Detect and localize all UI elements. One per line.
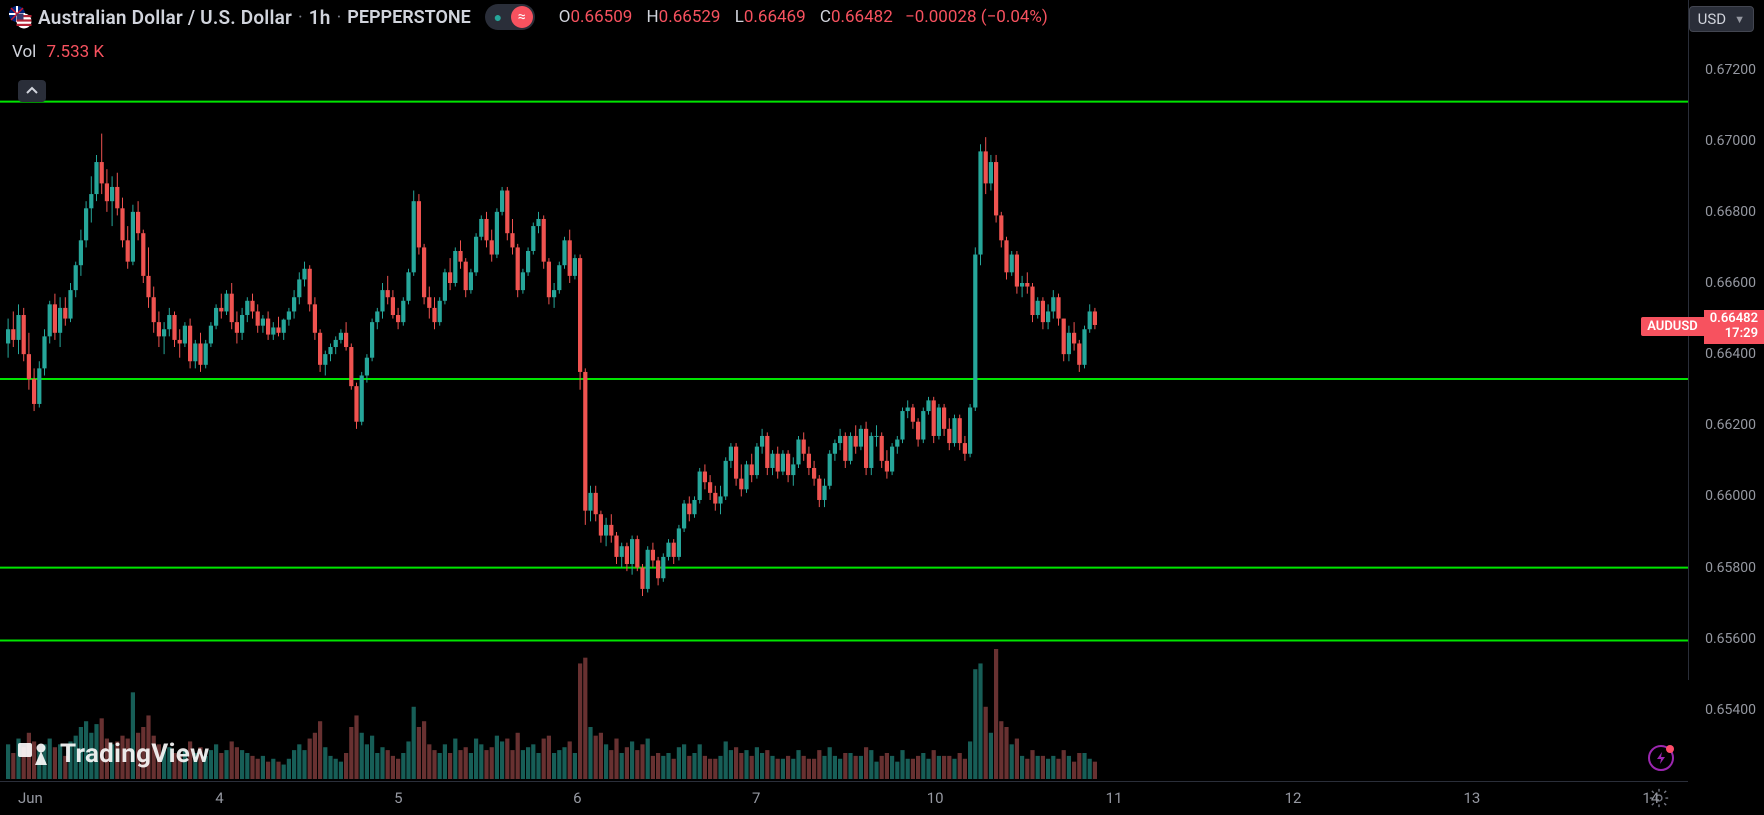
flash-alert-icon[interactable] (1648, 745, 1674, 771)
price-tick: 0.65800 (1705, 560, 1756, 576)
time-tick: Jun (18, 789, 43, 807)
time-tick: 6 (573, 789, 581, 807)
price-tick: 0.67000 (1705, 133, 1756, 149)
volume-readout: Vol 7.533 K (12, 42, 104, 62)
price-tick: 0.66400 (1705, 346, 1756, 362)
time-axis[interactable]: Jun 4 5 6 7 10 11 12 13 14 (0, 781, 1688, 815)
price-tick: 0.66600 (1705, 275, 1756, 291)
price-tick: 0.65400 (1705, 702, 1756, 718)
interval-label[interactable]: 1h (309, 6, 331, 29)
price-tick: 0.66800 (1705, 204, 1756, 220)
price-tick: 0.66200 (1705, 417, 1756, 433)
currency-select[interactable]: USD ▼ (1689, 6, 1754, 32)
tradingview-watermark: TradingView (18, 739, 210, 769)
current-price-flag[interactable]: AUDUSD0.6648217:29 (1641, 310, 1764, 344)
price-tick: 0.66000 (1705, 488, 1756, 504)
tradingview-logo-icon (18, 743, 50, 765)
price-flag-value: 0.6648217:29 (1704, 310, 1764, 344)
price-flag-symbol: AUDUSD (1641, 317, 1704, 336)
time-tick: 12 (1285, 789, 1302, 807)
price-tick: 0.67200 (1705, 62, 1756, 78)
pill-approx-icon[interactable]: ≈ (511, 6, 533, 28)
price-tick: 0.65600 (1705, 631, 1756, 647)
time-tick: 14 (1642, 789, 1659, 807)
legend-bar: Australian Dollar / U.S. Dollar · 1h · P… (0, 0, 1764, 34)
currency-value: USD (1698, 10, 1726, 28)
price-axis[interactable]: 0.67200 0.67000 0.66800 0.66600 0.66400 0.662… (1688, 0, 1764, 680)
time-tick: 10 (927, 789, 944, 807)
time-tick: 13 (1463, 789, 1480, 807)
candlestick-plot[interactable] (0, 34, 1688, 781)
time-tick: 4 (215, 789, 223, 807)
broker-label[interactable]: PEPPERSTONE (347, 7, 471, 28)
collapse-button[interactable] (18, 80, 46, 102)
time-tick: 5 (394, 789, 402, 807)
ohlc-readout: O0.66509 H0.66529 L0.66469 C0.66482 −0.0… (549, 7, 1048, 27)
change-value: −0.00028 (−0.04%) (905, 7, 1048, 27)
pill-visible-icon[interactable]: ● (487, 6, 509, 28)
time-tick: 11 (1106, 789, 1123, 807)
pair-flag-icon (8, 5, 32, 29)
separator: · (298, 7, 303, 28)
chevron-down-icon: ▼ (1734, 13, 1745, 26)
indicator-pills[interactable]: ● ≈ (485, 4, 535, 30)
separator: · (337, 7, 342, 28)
time-tick: 7 (752, 789, 760, 807)
pair-title[interactable]: Australian Dollar / U.S. Dollar (38, 6, 292, 29)
chart-pane[interactable] (0, 34, 1688, 781)
